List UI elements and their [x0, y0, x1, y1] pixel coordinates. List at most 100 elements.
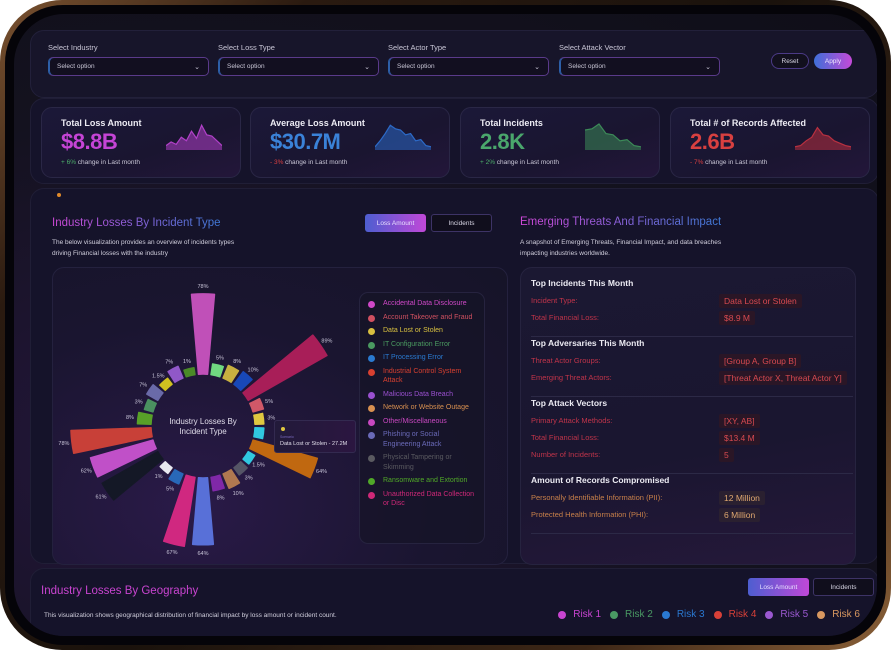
select-placeholder: Select option	[57, 63, 95, 70]
risk-color-dot	[661, 610, 670, 619]
risk-label: Risk 3	[676, 609, 705, 620]
legend-item[interactable]: Account Takeover and Fraud	[368, 313, 478, 323]
legend-item[interactable]: Ransomware and Extortion	[368, 476, 478, 486]
filter-bar: Select Industry Select option ⌄ Select L…	[30, 30, 877, 98]
industry-select[interactable]: Select option ⌄	[48, 57, 209, 76]
radial-bar[interactable]	[233, 461, 248, 476]
threat-row-label: Threat Actor Groups:	[531, 356, 601, 365]
risk-legend-item[interactable]: Risk 4	[713, 609, 757, 620]
geo-loss-amount-toggle[interactable]: Loss Amount	[748, 578, 809, 596]
loss-amount-toggle[interactable]: Loss Amount	[365, 214, 426, 232]
reset-button[interactable]: Reset	[771, 53, 809, 69]
threat-group-title: Top Adversaries This Month	[531, 338, 645, 348]
radial-bar[interactable]	[89, 439, 157, 478]
radial-bar[interactable]	[190, 293, 216, 375]
kpi-value: $8.8B	[61, 129, 118, 154]
legend-item[interactable]: IT Processing Error	[368, 353, 478, 363]
radial-bar[interactable]	[136, 411, 153, 425]
filter-label: Select Attack Vector	[559, 43, 626, 52]
bar-value-label: 61%	[95, 494, 106, 500]
kpi-delta: + 6%	[61, 159, 76, 166]
actor-type-select[interactable]: Select option ⌄	[388, 57, 549, 76]
threat-row-value: [Group A, Group B]	[719, 354, 802, 368]
legend-item[interactable]: Industrial Control System Attack	[368, 367, 478, 386]
radial-bar[interactable]	[168, 469, 184, 485]
radial-bar[interactable]	[222, 469, 241, 490]
radial-bar[interactable]	[249, 439, 319, 479]
radial-bar[interactable]	[183, 367, 196, 378]
threat-row-value: 6 Million	[719, 508, 761, 522]
sparkline	[585, 123, 641, 150]
legend-item[interactable]: Malicious Data Breach	[368, 390, 478, 400]
radial-bar[interactable]	[242, 334, 328, 402]
radial-bar[interactable]	[167, 365, 184, 383]
radial-bar[interactable]	[143, 398, 157, 413]
radial-bar[interactable]	[146, 384, 164, 402]
risk-legend-item[interactable]: Risk 5	[765, 609, 808, 620]
legend-item[interactable]: Accidental Data Disclosure	[368, 299, 478, 309]
radial-bar[interactable]	[233, 371, 253, 391]
kpi-delta: + 2%	[480, 159, 495, 166]
risk-label: Risk 5	[780, 609, 809, 620]
risk-label: Risk 1	[573, 609, 602, 620]
incidents-toggle[interactable]: Incidents	[431, 214, 492, 232]
legend-item[interactable]: IT Configuration Error	[368, 340, 478, 350]
risk-legend-item[interactable]: Risk 3	[661, 609, 705, 620]
apply-button[interactable]: Apply	[814, 53, 852, 69]
risk-label: Risk 4	[728, 609, 757, 620]
legend-item[interactable]: Data Lost or Stolen	[368, 326, 478, 336]
radial-bar[interactable]	[210, 474, 225, 492]
radial-bar[interactable]	[162, 474, 196, 547]
risk-legend-item[interactable]: Risk 1	[558, 609, 601, 620]
radial-bar[interactable]	[101, 450, 164, 501]
loss-type-select[interactable]: Select option ⌄	[218, 57, 379, 76]
incident-section-title: Industry Losses By Incident Type	[52, 217, 221, 229]
radial-bar[interactable]	[159, 377, 173, 391]
risk-color-dot	[610, 610, 619, 619]
sparkline-line	[166, 123, 222, 147]
radial-bar[interactable]	[249, 397, 265, 413]
radial-bar[interactable]	[70, 427, 153, 455]
radial-bar[interactable]	[253, 427, 265, 440]
legend-item[interactable]: Unauthorized Data Collection or Disc	[368, 490, 478, 509]
geo-incidents-toggle[interactable]: Incidents	[813, 578, 874, 596]
kpi-title: Total # of Records Affected	[690, 118, 807, 128]
threat-row-value: [XY, AB]	[719, 414, 760, 428]
threat-group: Top Adversaries This Month Threat Actor G…	[531, 338, 857, 388]
legend-label: Data Lost or Stolen	[383, 327, 443, 334]
kpi-card-total-incidents: Total Incidents 2.8K + 2% change in Last…	[460, 107, 660, 178]
sparkline	[375, 124, 431, 150]
threat-row: Threat Actor Groups: [Group A, Group B]	[531, 354, 857, 371]
legend-item[interactable]: Physical Tampering or Skimming	[368, 453, 478, 472]
kpi-title: Total Loss Amount	[61, 118, 142, 128]
legend-label: IT Configuration Error	[383, 340, 451, 348]
radial-bar[interactable]	[191, 477, 215, 546]
bar-value-label: 5%	[166, 487, 174, 493]
sparkline	[166, 123, 222, 150]
sparkline-area	[585, 124, 641, 150]
legend-item[interactable]: Other/Miscellaneous	[368, 417, 478, 427]
legend-item[interactable]: Network or Website Outage	[368, 403, 478, 413]
radial-bar[interactable]	[242, 450, 256, 465]
threat-row: Personally Identifiable Information (PII…	[531, 491, 857, 508]
attack-vector-select[interactable]: Select option ⌄	[559, 57, 720, 76]
legend-label: Network or Website Outage	[383, 404, 469, 411]
threat-row-label: Emerging Threat Actors:	[531, 373, 612, 382]
filter-loss-type: Select Loss Type Select option ⌄	[218, 43, 379, 76]
kpi-delta-text: change in Last month	[283, 159, 348, 166]
radial-bar[interactable]	[159, 461, 173, 475]
radial-bar[interactable]	[222, 364, 240, 383]
legend-label: Industrial Control System Attack	[383, 367, 462, 385]
filter-industry: Select Industry Select option ⌄	[48, 43, 209, 76]
bar-value-label: 1%	[183, 359, 191, 365]
tablet-bezel: Select Industry Select option ⌄ Select L…	[5, 5, 886, 645]
kpi-change: + 2% change in Last month	[480, 159, 559, 166]
threat-row: Protected Health Information (PHI): 6 Mil…	[531, 508, 857, 525]
indicator-dot	[57, 193, 61, 197]
radial-bar[interactable]	[210, 363, 225, 378]
kpi-value: 2.8K	[480, 129, 525, 154]
risk-legend-item[interactable]: Risk 6	[817, 609, 860, 620]
radial-bar[interactable]	[253, 412, 265, 425]
legend-item[interactable]: Phishing or Social Engineering Attack	[368, 430, 478, 449]
risk-legend-item[interactable]: Risk 2	[610, 609, 653, 620]
